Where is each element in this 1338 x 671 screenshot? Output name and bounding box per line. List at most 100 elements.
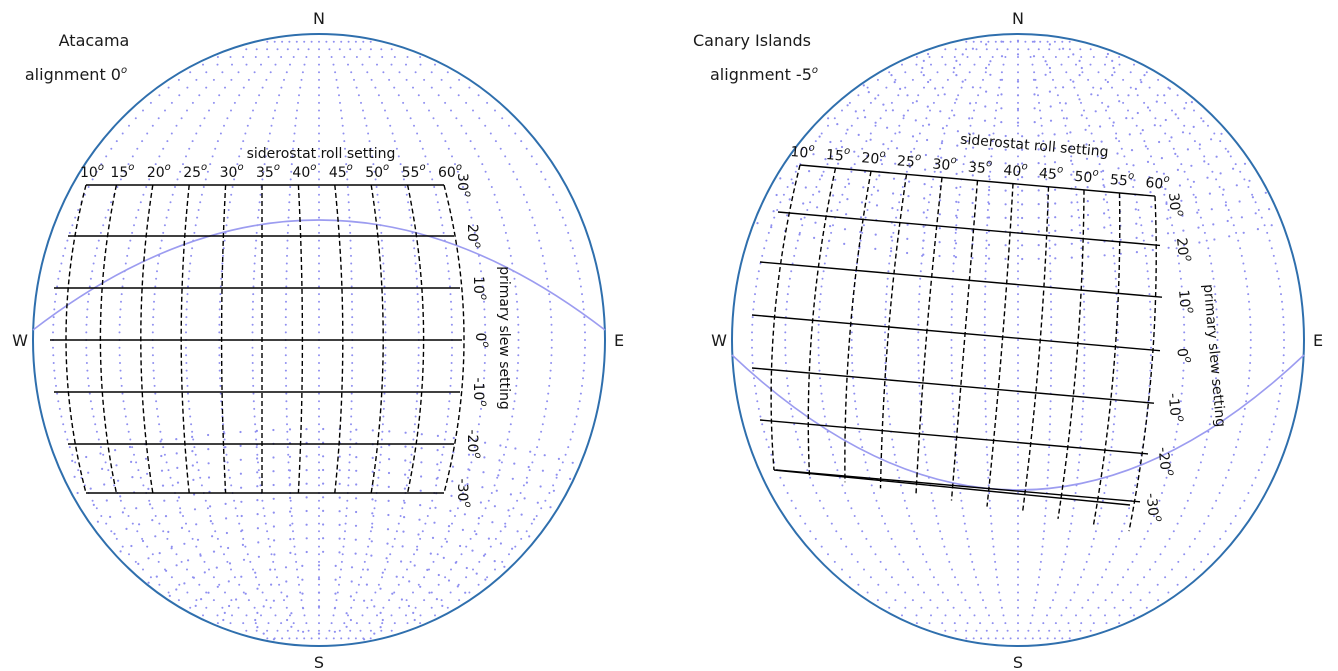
grid-dot — [917, 362, 920, 364]
grid-dot — [1017, 530, 1019, 533]
grid-dot — [1017, 178, 1019, 181]
grid-dot — [1085, 143, 1088, 146]
grid-dot — [119, 316, 121, 319]
grid-dot — [1207, 553, 1209, 556]
grid-dot — [1249, 346, 1252, 349]
grid-dot — [1143, 537, 1146, 540]
grid-dot — [984, 293, 987, 296]
roll-setting-line — [334, 184, 344, 494]
grid-dot — [833, 117, 836, 120]
grid-dot — [412, 611, 415, 615]
grid-dot — [857, 423, 860, 426]
grid-dot — [122, 277, 125, 280]
grid-dot — [840, 145, 844, 149]
grid-dot — [1002, 637, 1005, 640]
grid-dot — [536, 231, 539, 234]
grid-dot — [956, 461, 958, 464]
grid-dot — [387, 499, 390, 502]
grid-dot — [183, 582, 186, 585]
grid-dot — [1041, 545, 1044, 548]
grid-dot — [893, 224, 896, 227]
grid-dot — [449, 293, 452, 296]
grid-dot — [87, 377, 89, 380]
grid-dot — [881, 163, 883, 166]
grid-dot — [118, 354, 121, 357]
grid-dot — [310, 637, 313, 640]
grid-dot — [348, 224, 351, 227]
grid-dot — [286, 247, 289, 250]
grid-dot — [318, 469, 320, 472]
grid-dot — [1183, 244, 1186, 247]
grid-dot — [1211, 507, 1214, 510]
grid-dot — [288, 484, 291, 487]
grid-dot — [401, 170, 404, 173]
grid-dot — [918, 377, 920, 380]
grid-dot — [1076, 476, 1079, 479]
grid-dot — [292, 530, 294, 533]
grid-dot — [1017, 86, 1019, 89]
grid-dot — [343, 622, 346, 625]
grid-dot — [1009, 40, 1012, 43]
grid-dot — [906, 237, 909, 240]
grid-dot — [441, 224, 444, 227]
grid-dot — [409, 560, 412, 563]
grid-dot — [430, 606, 433, 609]
grid-dot — [402, 178, 405, 181]
grid-dot — [531, 461, 534, 464]
grid-dot — [508, 124, 510, 127]
grid-dot — [459, 544, 462, 548]
grid-dot — [381, 56, 384, 58]
grid-dot — [830, 446, 833, 449]
grid-dot — [517, 354, 520, 357]
grid-dot — [156, 407, 158, 410]
grid-dot — [523, 497, 526, 500]
grid-dot — [256, 527, 259, 530]
grid-dot — [1165, 202, 1168, 205]
grid-dot — [419, 56, 422, 58]
grid-dot — [318, 400, 320, 403]
grid-dot — [823, 415, 826, 418]
grid-dot — [955, 59, 958, 63]
grid-dot — [85, 323, 88, 326]
grid-dot — [191, 537, 194, 540]
grid-dot — [1248, 300, 1250, 303]
grid-dot — [350, 566, 354, 569]
grid-dot — [1181, 384, 1184, 387]
grid-dot — [1017, 629, 1019, 632]
grid-dot — [449, 392, 451, 395]
grid-dot — [854, 400, 857, 403]
grid-dot — [447, 525, 451, 528]
grid-dot — [118, 323, 121, 326]
grid-dot — [1004, 162, 1007, 165]
grid-dot — [419, 489, 422, 492]
grid-dot — [1064, 102, 1067, 105]
grid-dot — [1004, 189, 1007, 192]
grid-dot — [915, 100, 918, 103]
grid-dot — [223, 124, 225, 127]
grid-dot — [179, 170, 182, 173]
grid-dot — [937, 155, 940, 158]
grid-dot — [318, 231, 320, 234]
grid-dot — [869, 138, 872, 141]
grid-dot — [116, 186, 119, 188]
grid-dot — [910, 155, 913, 158]
grid-dot — [318, 377, 320, 380]
grid-dot — [288, 201, 291, 204]
grid-dot — [334, 71, 337, 74]
grid-dot — [451, 465, 455, 468]
grid-dot — [120, 293, 123, 296]
grid-dot — [409, 216, 412, 219]
grid-dot — [149, 101, 152, 104]
grid-dot — [457, 94, 460, 97]
grid-dot — [584, 346, 586, 349]
grid-dot — [52, 316, 55, 319]
grid-dot — [1075, 63, 1077, 66]
grid-dot — [200, 193, 203, 196]
grid-dot — [274, 568, 276, 571]
grid-dot — [1054, 174, 1057, 178]
grid-dot — [483, 369, 486, 372]
grid-dot — [267, 537, 270, 540]
grid-dot — [540, 170, 543, 173]
grid-dot — [1077, 469, 1080, 472]
grid-dot — [423, 576, 426, 579]
